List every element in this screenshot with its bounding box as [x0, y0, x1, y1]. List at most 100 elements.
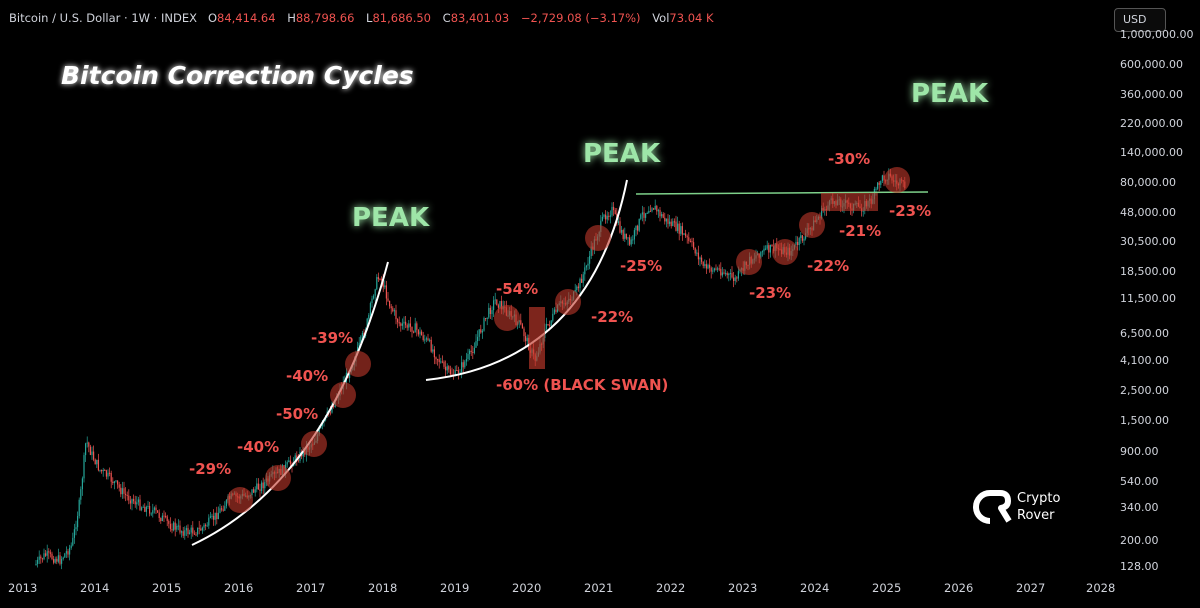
candle-body	[605, 214, 607, 220]
candle-body	[651, 208, 653, 212]
price-tick-label: 80,000.00	[1120, 176, 1176, 189]
candle-body	[209, 516, 211, 518]
time-tick-label: 2018	[368, 581, 397, 595]
candle-body	[672, 221, 674, 227]
candle-body	[717, 268, 719, 270]
candle-body	[704, 264, 706, 266]
candle-body	[393, 310, 395, 312]
candle-body	[795, 241, 797, 245]
candle-body	[385, 285, 387, 299]
candle-body	[65, 551, 67, 554]
candle-body	[577, 286, 579, 289]
correction-label: -60% (BLACK SWAN)	[496, 376, 668, 394]
candle-body	[145, 506, 147, 512]
volume-label: Vol	[652, 11, 670, 25]
candle-body	[446, 366, 448, 371]
candle-body	[286, 462, 288, 465]
candle-body	[696, 252, 698, 254]
candle-body	[438, 359, 440, 363]
candle-body	[683, 233, 685, 235]
candle-body	[443, 361, 445, 367]
candle-body	[582, 274, 584, 283]
time-tick-label: 2025	[872, 581, 901, 595]
candle-body	[185, 528, 187, 531]
time-tick-label: 2020	[512, 581, 541, 595]
candle-body	[40, 556, 42, 559]
candle-body	[73, 529, 75, 538]
candle-body	[51, 553, 53, 560]
candle-body	[171, 529, 173, 531]
candle-body	[413, 331, 415, 333]
candle-body	[627, 237, 629, 239]
candle-body	[665, 218, 667, 222]
candle-body	[769, 244, 771, 253]
candle-body	[622, 229, 624, 239]
candle-body	[83, 455, 85, 479]
candle-body	[160, 518, 162, 522]
candle-body	[408, 323, 410, 328]
candle-body	[555, 309, 557, 312]
candle-body	[456, 370, 458, 372]
price-tick-label: 900.00	[1120, 445, 1159, 458]
candle-body	[69, 547, 71, 555]
candle-body	[621, 229, 623, 233]
price-tick-label: 128.00	[1120, 560, 1159, 573]
correction-circle	[494, 305, 520, 331]
candle-body	[678, 223, 680, 234]
candle-body	[126, 494, 128, 496]
low-label: L	[366, 11, 373, 25]
candle-body	[128, 495, 130, 501]
candle-body	[37, 559, 39, 564]
price-tick-label: 1,000,000.00	[1120, 28, 1193, 41]
candle-body	[211, 515, 213, 517]
correction-circle	[772, 239, 798, 265]
candle-body	[409, 323, 411, 327]
candle-body	[801, 235, 803, 241]
candle-body	[617, 221, 619, 224]
candle-body	[590, 246, 592, 256]
candle-body	[656, 205, 658, 212]
candle-body	[225, 499, 227, 507]
candle-body	[461, 362, 463, 373]
candle-body	[661, 214, 663, 217]
candle-body	[360, 336, 362, 343]
candle-body	[261, 482, 263, 491]
candle-body	[734, 277, 736, 282]
currency-selector[interactable]: USD	[1114, 8, 1166, 32]
correction-label: -25%	[620, 257, 662, 275]
candle-body	[296, 455, 298, 461]
price-tick-label: 220,000.00	[1120, 117, 1183, 130]
candle-body	[421, 331, 423, 336]
cycle-curve-1	[191, 261, 389, 546]
time-tick-label: 2014	[80, 581, 109, 595]
candle-body	[632, 239, 634, 241]
candle-body	[766, 245, 768, 249]
candle-body	[150, 513, 152, 515]
price-tick-label: 2,500.00	[1120, 384, 1169, 397]
candle-body	[158, 512, 160, 519]
candle-body	[693, 242, 695, 249]
candle-body	[179, 525, 181, 533]
candle-body	[184, 530, 186, 536]
candle-body	[174, 522, 176, 530]
correction-circle	[227, 487, 253, 513]
candle-body	[54, 558, 56, 563]
candle-body	[707, 264, 709, 269]
candle-body	[289, 460, 291, 464]
candle-body	[134, 501, 136, 505]
candle-body	[797, 241, 799, 246]
candle-body	[254, 489, 256, 493]
candle-body	[86, 442, 88, 444]
candle-body	[614, 210, 616, 215]
low-value: 81,686.50	[372, 11, 431, 25]
candle-body	[181, 531, 183, 533]
candle-body	[480, 329, 482, 333]
candle-body	[712, 270, 714, 272]
candle-body	[384, 285, 386, 288]
candle-body	[699, 257, 701, 260]
candle-body	[637, 225, 639, 231]
candle-body	[553, 309, 555, 314]
candle-body	[165, 516, 167, 518]
price-tick-label: 340.00	[1120, 501, 1159, 514]
